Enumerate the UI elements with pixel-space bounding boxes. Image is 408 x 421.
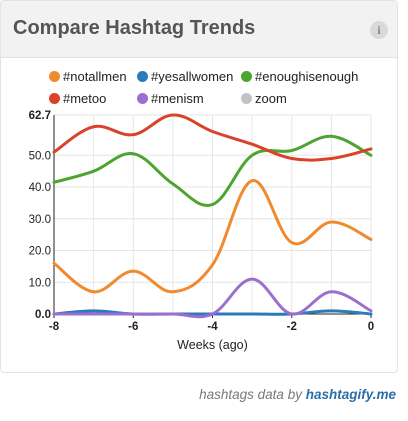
legend-dot-icon (241, 93, 252, 104)
series-line-enoughisenough (52, 134, 373, 207)
legend-item-zoom[interactable]: zoom (241, 91, 287, 106)
legend-label: #enoughisenough (255, 69, 359, 84)
legend-dot-icon (241, 71, 252, 82)
legend-label: #notallmen (63, 69, 127, 84)
credit-prefix: hashtags data by (199, 387, 302, 402)
info-icon[interactable]: i (370, 21, 388, 39)
card-header: Compare Hashtag Trends i (1, 1, 397, 58)
legend-label: #menism (151, 91, 204, 106)
x-tick-label: -2 (287, 321, 297, 333)
data-credit: hashtags data by hashtagify.me (199, 387, 396, 402)
y-tick-label: 0.0 (35, 309, 51, 321)
series-line-menism (52, 277, 373, 319)
legend-item-notallmen[interactable]: #notallmen (49, 69, 127, 84)
y-tick-label: 62.7 (29, 110, 51, 122)
legend-item-metoo[interactable]: #metoo (49, 91, 106, 106)
legend-dot-icon (137, 93, 148, 104)
hashtag-trends-card: Compare Hashtag Trends i #notallmen #yes… (0, 0, 398, 373)
y-tick-label: 50.0 (29, 150, 51, 162)
legend-item-enoughisenough[interactable]: #enoughisenough (241, 69, 358, 84)
legend-label: #yesallwomen (151, 69, 234, 84)
legend-item-menism[interactable]: #menism (137, 91, 204, 106)
legend-dot-icon (49, 93, 60, 104)
trend-line-chart: 0.0 10.0 20.0 30.0 40.0 50.0 62.7 -8 -6 -4 -2 0 Week… (29, 110, 375, 352)
x-axis-label: Weeks (ago) (177, 338, 248, 352)
series-line-metoo (52, 113, 373, 162)
legend-dot-icon (137, 71, 148, 82)
x-tick-label: 0 (368, 321, 374, 333)
x-tick-label: -8 (49, 321, 60, 333)
hashtagify-link[interactable]: hashtagify.me (305, 387, 396, 402)
y-tick-label: 20.0 (29, 246, 51, 258)
series-line-notallmen (52, 179, 373, 294)
widget-title: Compare Hashtag Trends (13, 17, 256, 39)
legend-item-yesallwomen[interactable]: #yesallwomen (137, 69, 233, 84)
y-tick-label: 30.0 (29, 214, 51, 226)
x-tick-label: -4 (207, 321, 218, 333)
y-tick-label: 10.0 (29, 277, 51, 289)
x-tick-label: -6 (128, 321, 138, 333)
y-tick-label: 40.0 (29, 182, 51, 194)
legend-dot-icon (49, 71, 60, 82)
legend-label: zoom (255, 91, 287, 106)
chart-legend: #notallmen #yesallwomen #enoughisenough … (49, 69, 389, 109)
legend-label: #metoo (63, 91, 107, 106)
